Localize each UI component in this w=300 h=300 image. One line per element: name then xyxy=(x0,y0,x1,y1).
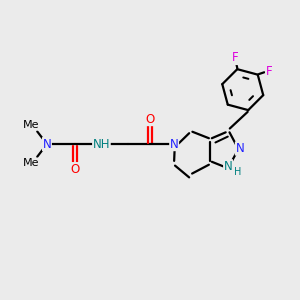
Text: N: N xyxy=(170,138,178,151)
Text: F: F xyxy=(232,52,239,64)
Text: Me: Me xyxy=(22,120,39,130)
Text: O: O xyxy=(146,112,154,126)
Text: F: F xyxy=(266,65,272,78)
Text: Me: Me xyxy=(22,158,39,168)
Text: N: N xyxy=(224,160,233,173)
Text: N: N xyxy=(236,142,244,155)
Text: O: O xyxy=(70,163,80,176)
Text: H: H xyxy=(234,167,241,177)
Text: NH: NH xyxy=(93,138,110,151)
Text: N: N xyxy=(43,138,51,151)
